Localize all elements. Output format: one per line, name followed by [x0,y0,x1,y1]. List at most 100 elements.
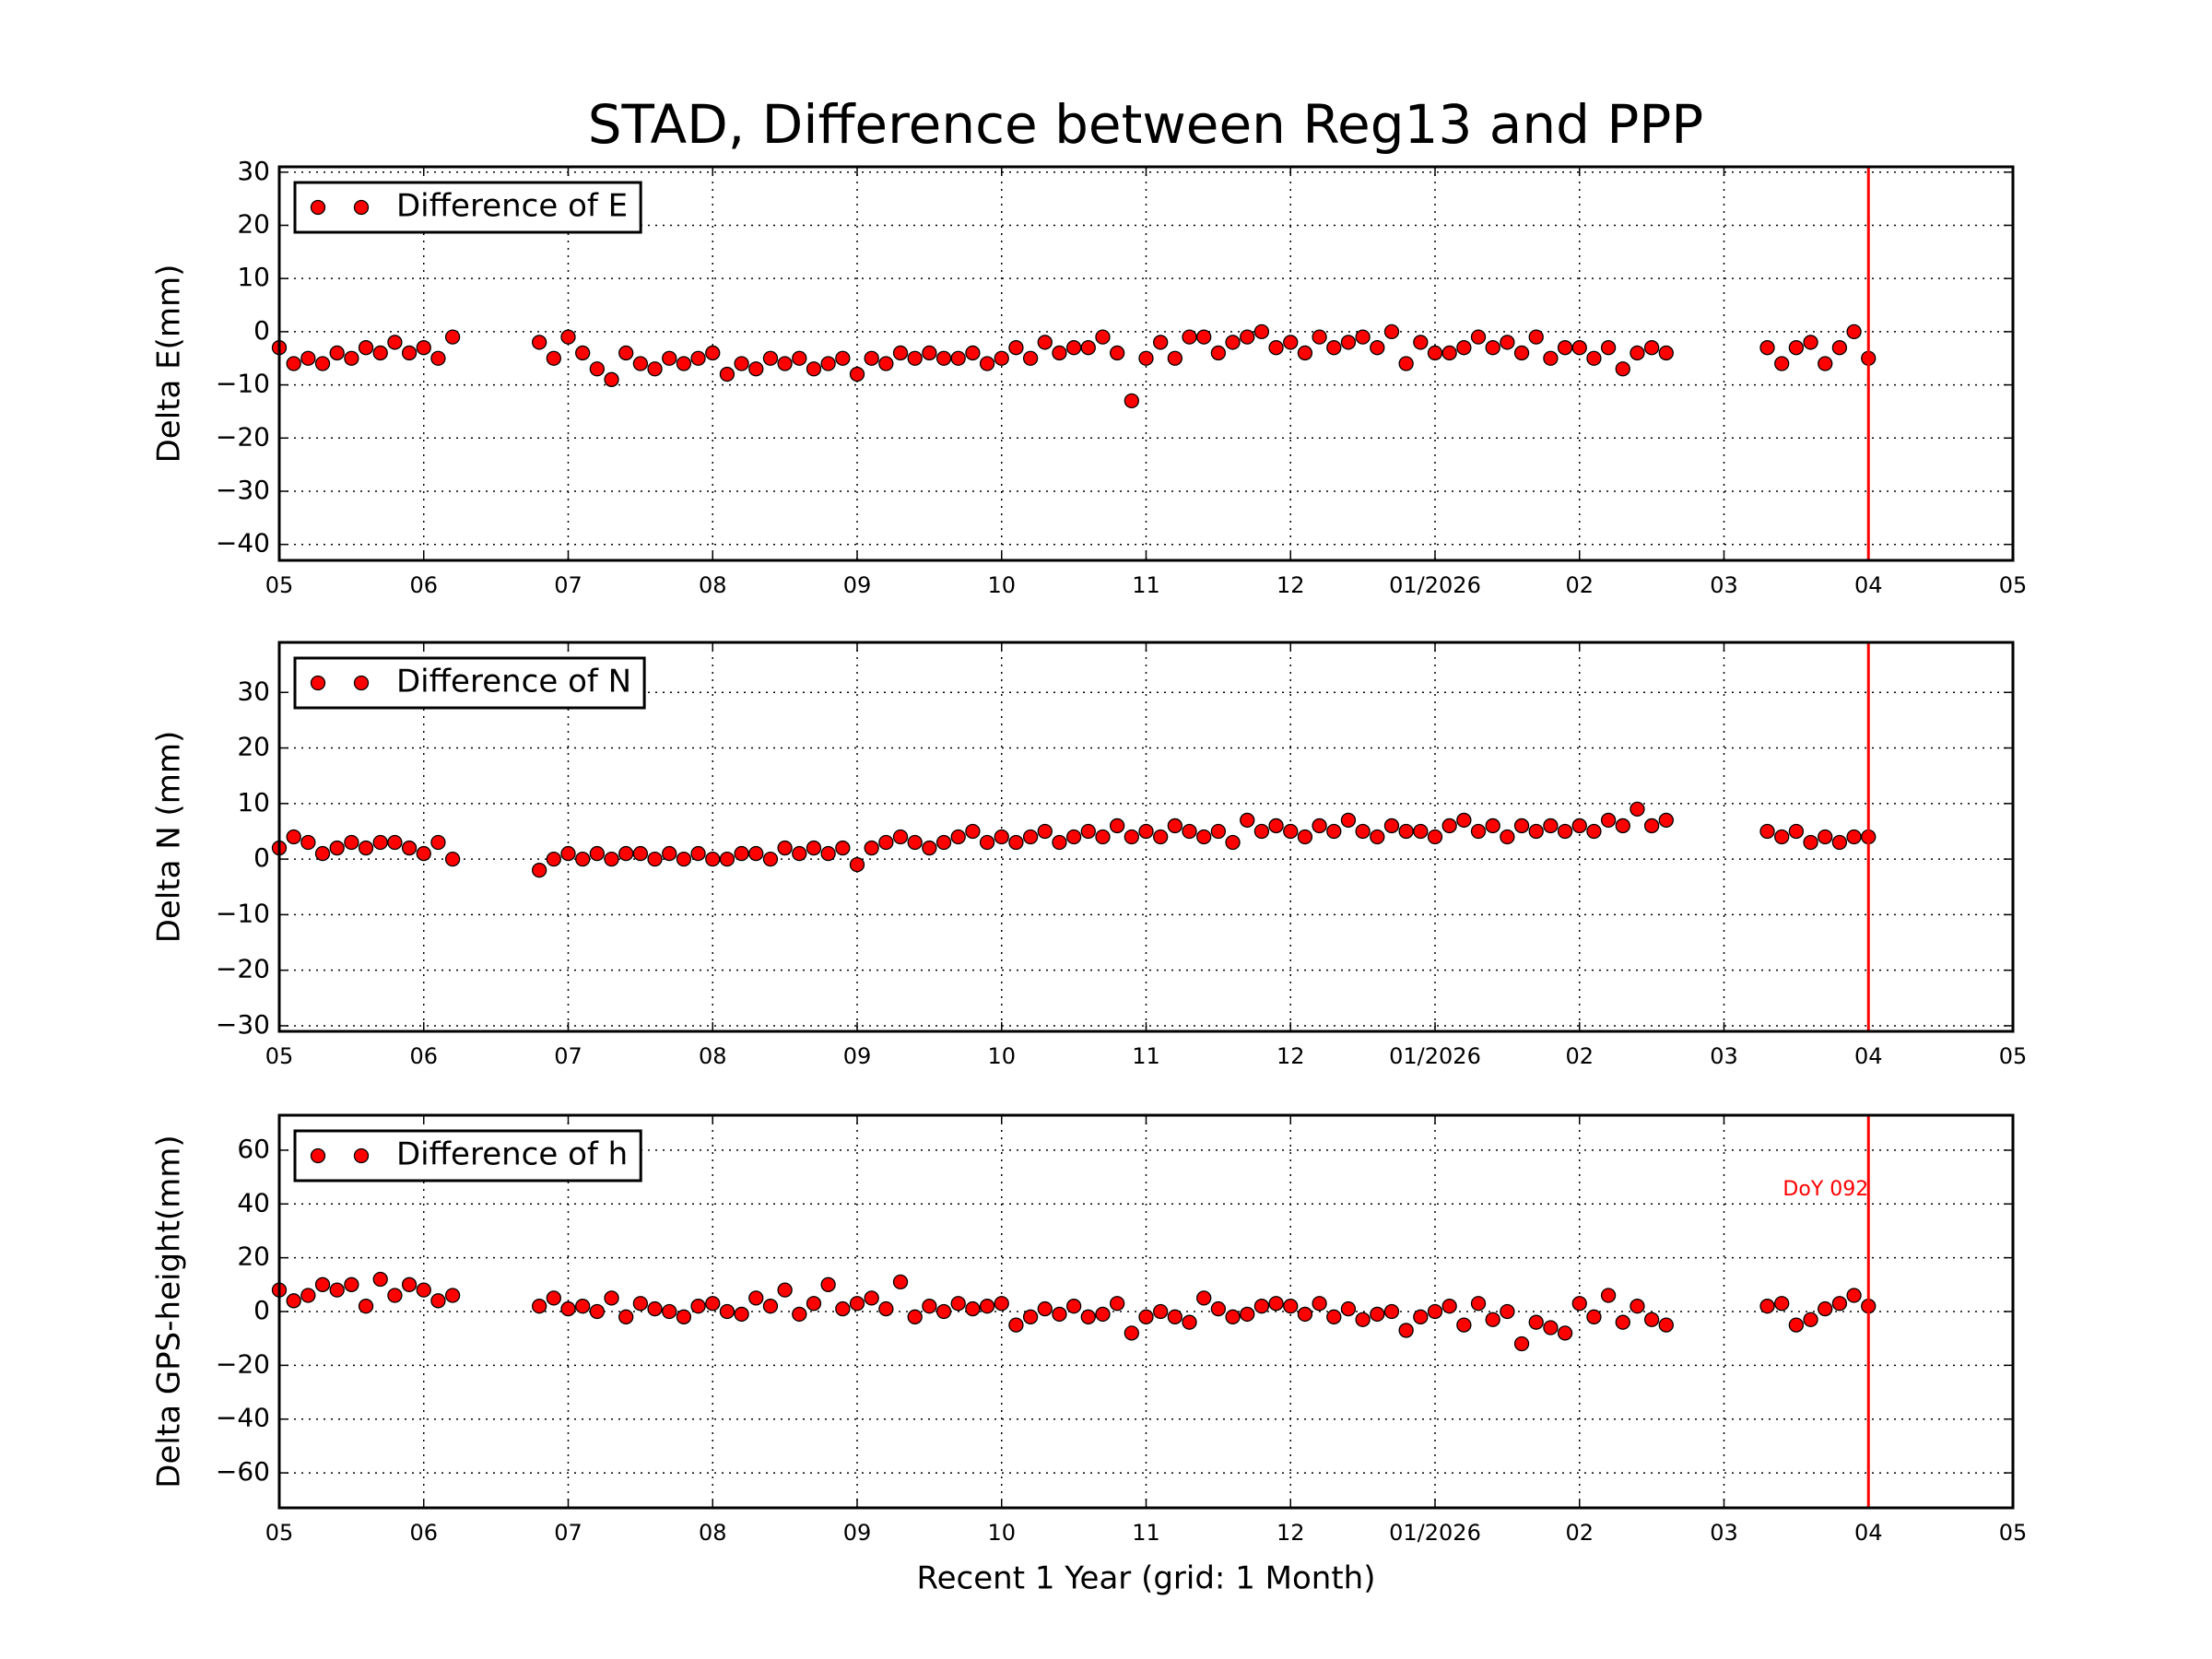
x-tick-label: 11 [1132,1520,1160,1546]
x-tick-label: 09 [843,1520,872,1546]
data-point [1383,818,1400,834]
x-tick-label: 02 [1565,1520,1594,1546]
data-point [1283,335,1299,350]
data-point [358,340,374,356]
data-point [430,350,446,366]
data-point [416,845,431,862]
figure-title: STAD, Difference between Reg13 and PPP [588,93,1704,156]
data-point [430,1293,446,1309]
x-tick-label: 07 [554,1043,582,1069]
data-point [1586,1309,1602,1324]
data-point [286,1293,301,1309]
data-point [1297,1306,1313,1323]
y-tick-label: −60 [216,1456,270,1487]
data-point [1831,834,1848,851]
data-point [1210,1300,1227,1317]
data-point [1022,1309,1039,1324]
data-point [676,851,692,867]
x-tick-label: 01/2026 [1389,572,1481,598]
data-point [1283,1299,1299,1314]
x-tick-label: 04 [1854,1520,1883,1546]
data-point [647,1300,663,1317]
data-point [1196,1290,1212,1306]
data-point [922,840,937,856]
data-point [1470,1296,1487,1312]
data-point [1253,823,1270,840]
data-point [430,834,446,851]
data-point [1138,823,1154,840]
data-point [950,829,966,845]
data-point [892,829,909,845]
data-point [358,840,374,856]
data-point [300,350,316,366]
data-point [676,1309,692,1324]
data-point [444,329,461,345]
data-point [1803,834,1818,851]
data-point [820,1277,836,1292]
y-tick-label: −10 [216,369,270,399]
data-point [777,356,793,371]
y-axis-label: Delta N (mm) [151,731,188,944]
y-axis-label: Delta E(mm) [151,265,188,464]
data-point [1052,1306,1067,1323]
data-point [806,840,822,856]
data-point [922,345,937,361]
data-point [1658,1317,1674,1333]
data-point [575,1299,591,1314]
x-tick-label: 07 [554,572,582,598]
y-tick-label: 40 [237,1187,270,1218]
data-point [372,345,388,361]
y-tick-label: −10 [216,898,270,928]
data-point [1571,818,1587,834]
data-point [1557,823,1573,840]
data-point [344,1277,359,1292]
data-point [632,356,649,371]
x-tick-label: 12 [1277,1043,1305,1069]
x-tick-label: 11 [1132,572,1160,598]
data-point [344,834,359,851]
data-point [1268,1296,1284,1312]
data-point [662,350,677,366]
data-point [1485,1312,1500,1327]
data-point [1268,340,1284,356]
y-tick-label: 60 [237,1134,270,1164]
y-tick-label: 10 [237,787,270,818]
data-point [1586,823,1602,840]
legend-box [293,1129,642,1182]
data-point [1600,1288,1617,1303]
data-point [1441,818,1457,834]
legend-marker [310,675,326,691]
data-point [1485,340,1500,356]
data-point [1283,823,1299,840]
data-point [1630,1299,1645,1314]
legend-marker [310,199,326,216]
data-point [965,345,981,361]
x-tick-label: 07 [554,1520,582,1546]
y-tick-label: −20 [216,954,270,984]
data-point [314,356,331,371]
data-point [1326,823,1342,840]
data-point [358,1299,374,1314]
data-point [401,1277,418,1292]
data-point [1427,1303,1443,1320]
data-point [1803,335,1818,350]
data-point [1818,829,1833,845]
data-point [1124,829,1139,845]
data-point [589,845,605,862]
x-tick-label: 05 [1999,572,2028,598]
data-point [892,1274,909,1290]
data-point [1615,1314,1630,1330]
data-point [1297,345,1313,361]
data-point [1167,350,1182,366]
legend: Difference of N [293,656,646,710]
data-point [532,1299,547,1314]
data-point [1340,812,1357,829]
data-point [1052,345,1067,361]
data-point [1500,1303,1515,1320]
y-tick-label: −40 [216,1403,270,1433]
data-point [1413,1309,1429,1324]
data-point [835,350,851,366]
data-point [1643,340,1660,356]
data-point [1182,329,1197,345]
